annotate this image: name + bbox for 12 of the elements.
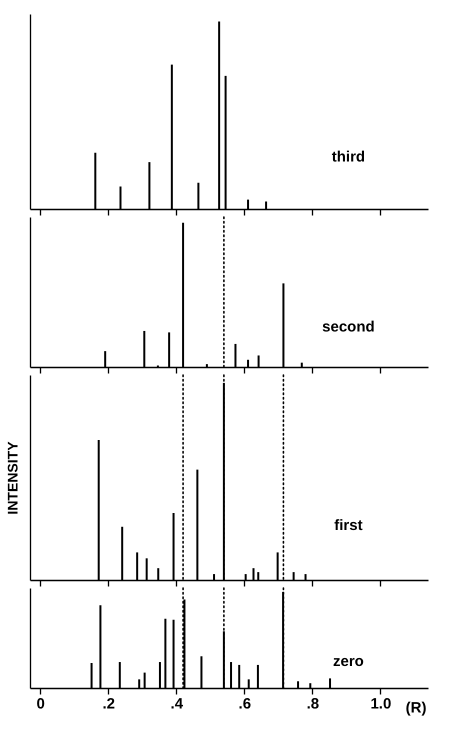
x-tick-label: .6 xyxy=(238,696,252,712)
y-axis-title: INTENSITY xyxy=(4,440,20,515)
x-axis-title: (R) xyxy=(406,700,426,716)
x-tick-label: .4 xyxy=(170,696,184,712)
text: second xyxy=(322,318,375,336)
x-tick-label: .2 xyxy=(102,696,115,712)
text: first xyxy=(334,516,363,534)
series-label: zero xyxy=(332,653,364,670)
text: third xyxy=(332,148,366,166)
x-tick-label: 0 xyxy=(36,696,45,712)
x-tick-label: .8 xyxy=(306,696,320,712)
x-tick-label: 1.0 xyxy=(370,696,392,712)
